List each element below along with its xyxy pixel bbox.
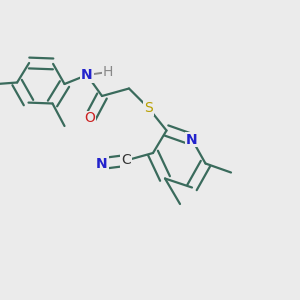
Text: C: C: [121, 154, 131, 167]
Text: N: N: [186, 133, 198, 146]
Text: N: N: [96, 157, 108, 170]
Text: H: H: [103, 65, 113, 79]
Text: N: N: [81, 68, 93, 82]
Text: O: O: [85, 112, 95, 125]
Text: S: S: [144, 101, 153, 115]
